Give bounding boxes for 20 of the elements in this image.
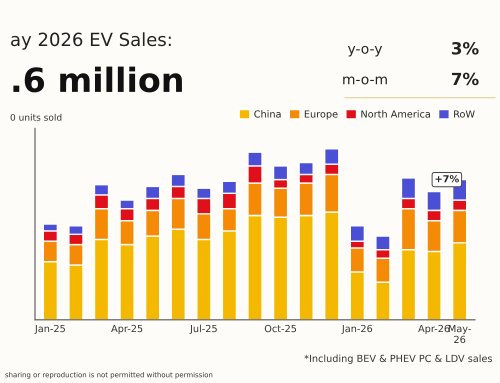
x-tick-label: Jan-26 [341,324,372,334]
text: m-o-m [343,76,387,84]
x-tick-label: Jul-25 [190,324,217,334]
x-tick-label: Apr-26 [418,324,450,334]
text: y-o-y [348,46,382,57]
legend-label: North America [361,110,430,118]
chart-title: ay 2026 EV Sales: [11,32,171,50]
legend-label: RoW [454,110,475,118]
x-tick-label: May-26 [448,324,471,344]
legend-label: China [254,110,281,118]
x-tick-label: Apr-25 [111,324,142,334]
y-axis-title: 0 units sold [10,114,62,121]
x-tick-label: Oct-25 [264,324,296,332]
chart-subtitle: .6 million [13,66,182,92]
legend-label: Europe [304,110,338,120]
text: 7% [452,72,479,86]
x-tick-label: Jan-25 [34,324,65,334]
text: 3% [452,42,479,55]
annotation: +7% [436,175,459,182]
text: *Including BEV & PHEV PC & LDV sales [304,354,492,364]
